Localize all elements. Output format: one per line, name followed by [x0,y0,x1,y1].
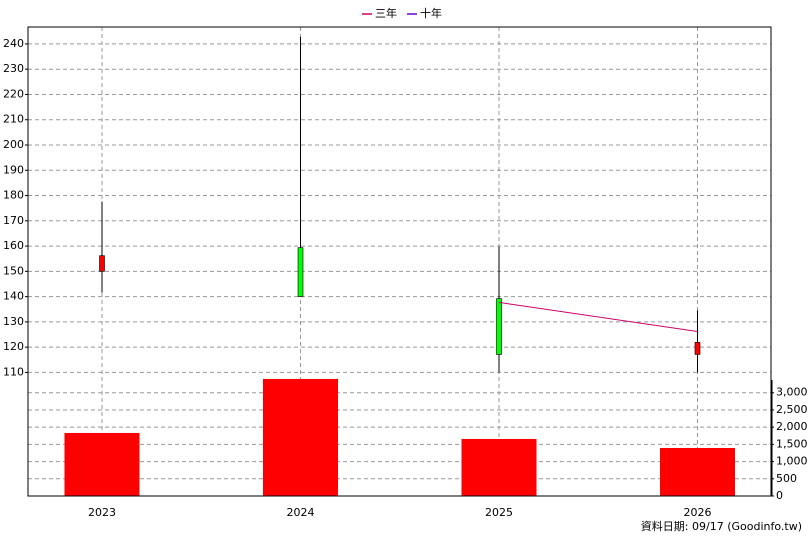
footer: 資料日期: 09/17 (Goodinfo.tw) [641,519,802,533]
x-tick-label: 2023 [88,506,116,519]
candle-body [99,255,105,272]
y2-tick-label: 0 [776,489,783,502]
legend-label: 十年 [420,6,442,20]
y2-tick-label: 500 [776,472,797,485]
legend-label: 三年 [375,6,397,20]
y-tick-label: 140 [3,290,24,303]
candle-body [496,298,502,355]
y2-tick-label: 2,500 [776,403,808,416]
volume-bar [461,438,537,496]
y-tick-label: 180 [3,189,24,202]
y-tick-label: 200 [3,138,24,151]
y2-tick-label: 1,500 [776,437,808,450]
y2-tick-label: 1,000 [776,455,808,468]
line-series [498,301,698,332]
y-tick-label: 110 [3,365,24,378]
y-tick-label: 190 [3,163,24,176]
y-tick-label: 210 [3,113,24,126]
y2-tick-label: 3,000 [776,386,808,399]
y-tick-label: 230 [3,62,24,75]
x-tick-label: 2025 [485,506,513,519]
y2-tick-label: 2,000 [776,420,808,433]
y-tick-label: 120 [3,340,24,353]
y-tick-label: 220 [3,87,24,100]
y-tick-label: 130 [3,315,24,328]
volume-bar [263,378,338,496]
volume-bar [64,432,140,496]
y-tick-label: 160 [3,239,24,252]
y-tick-label: 240 [3,37,24,50]
y-tick-label: 150 [3,264,24,277]
candle-body [297,247,304,297]
volume-bar [660,447,735,496]
x-tick-label: 2024 [287,506,315,519]
x-tick-label: 2026 [684,506,712,519]
y-tick-label: 170 [3,214,24,227]
candle-body [694,342,701,355]
plot-frame [27,26,772,497]
